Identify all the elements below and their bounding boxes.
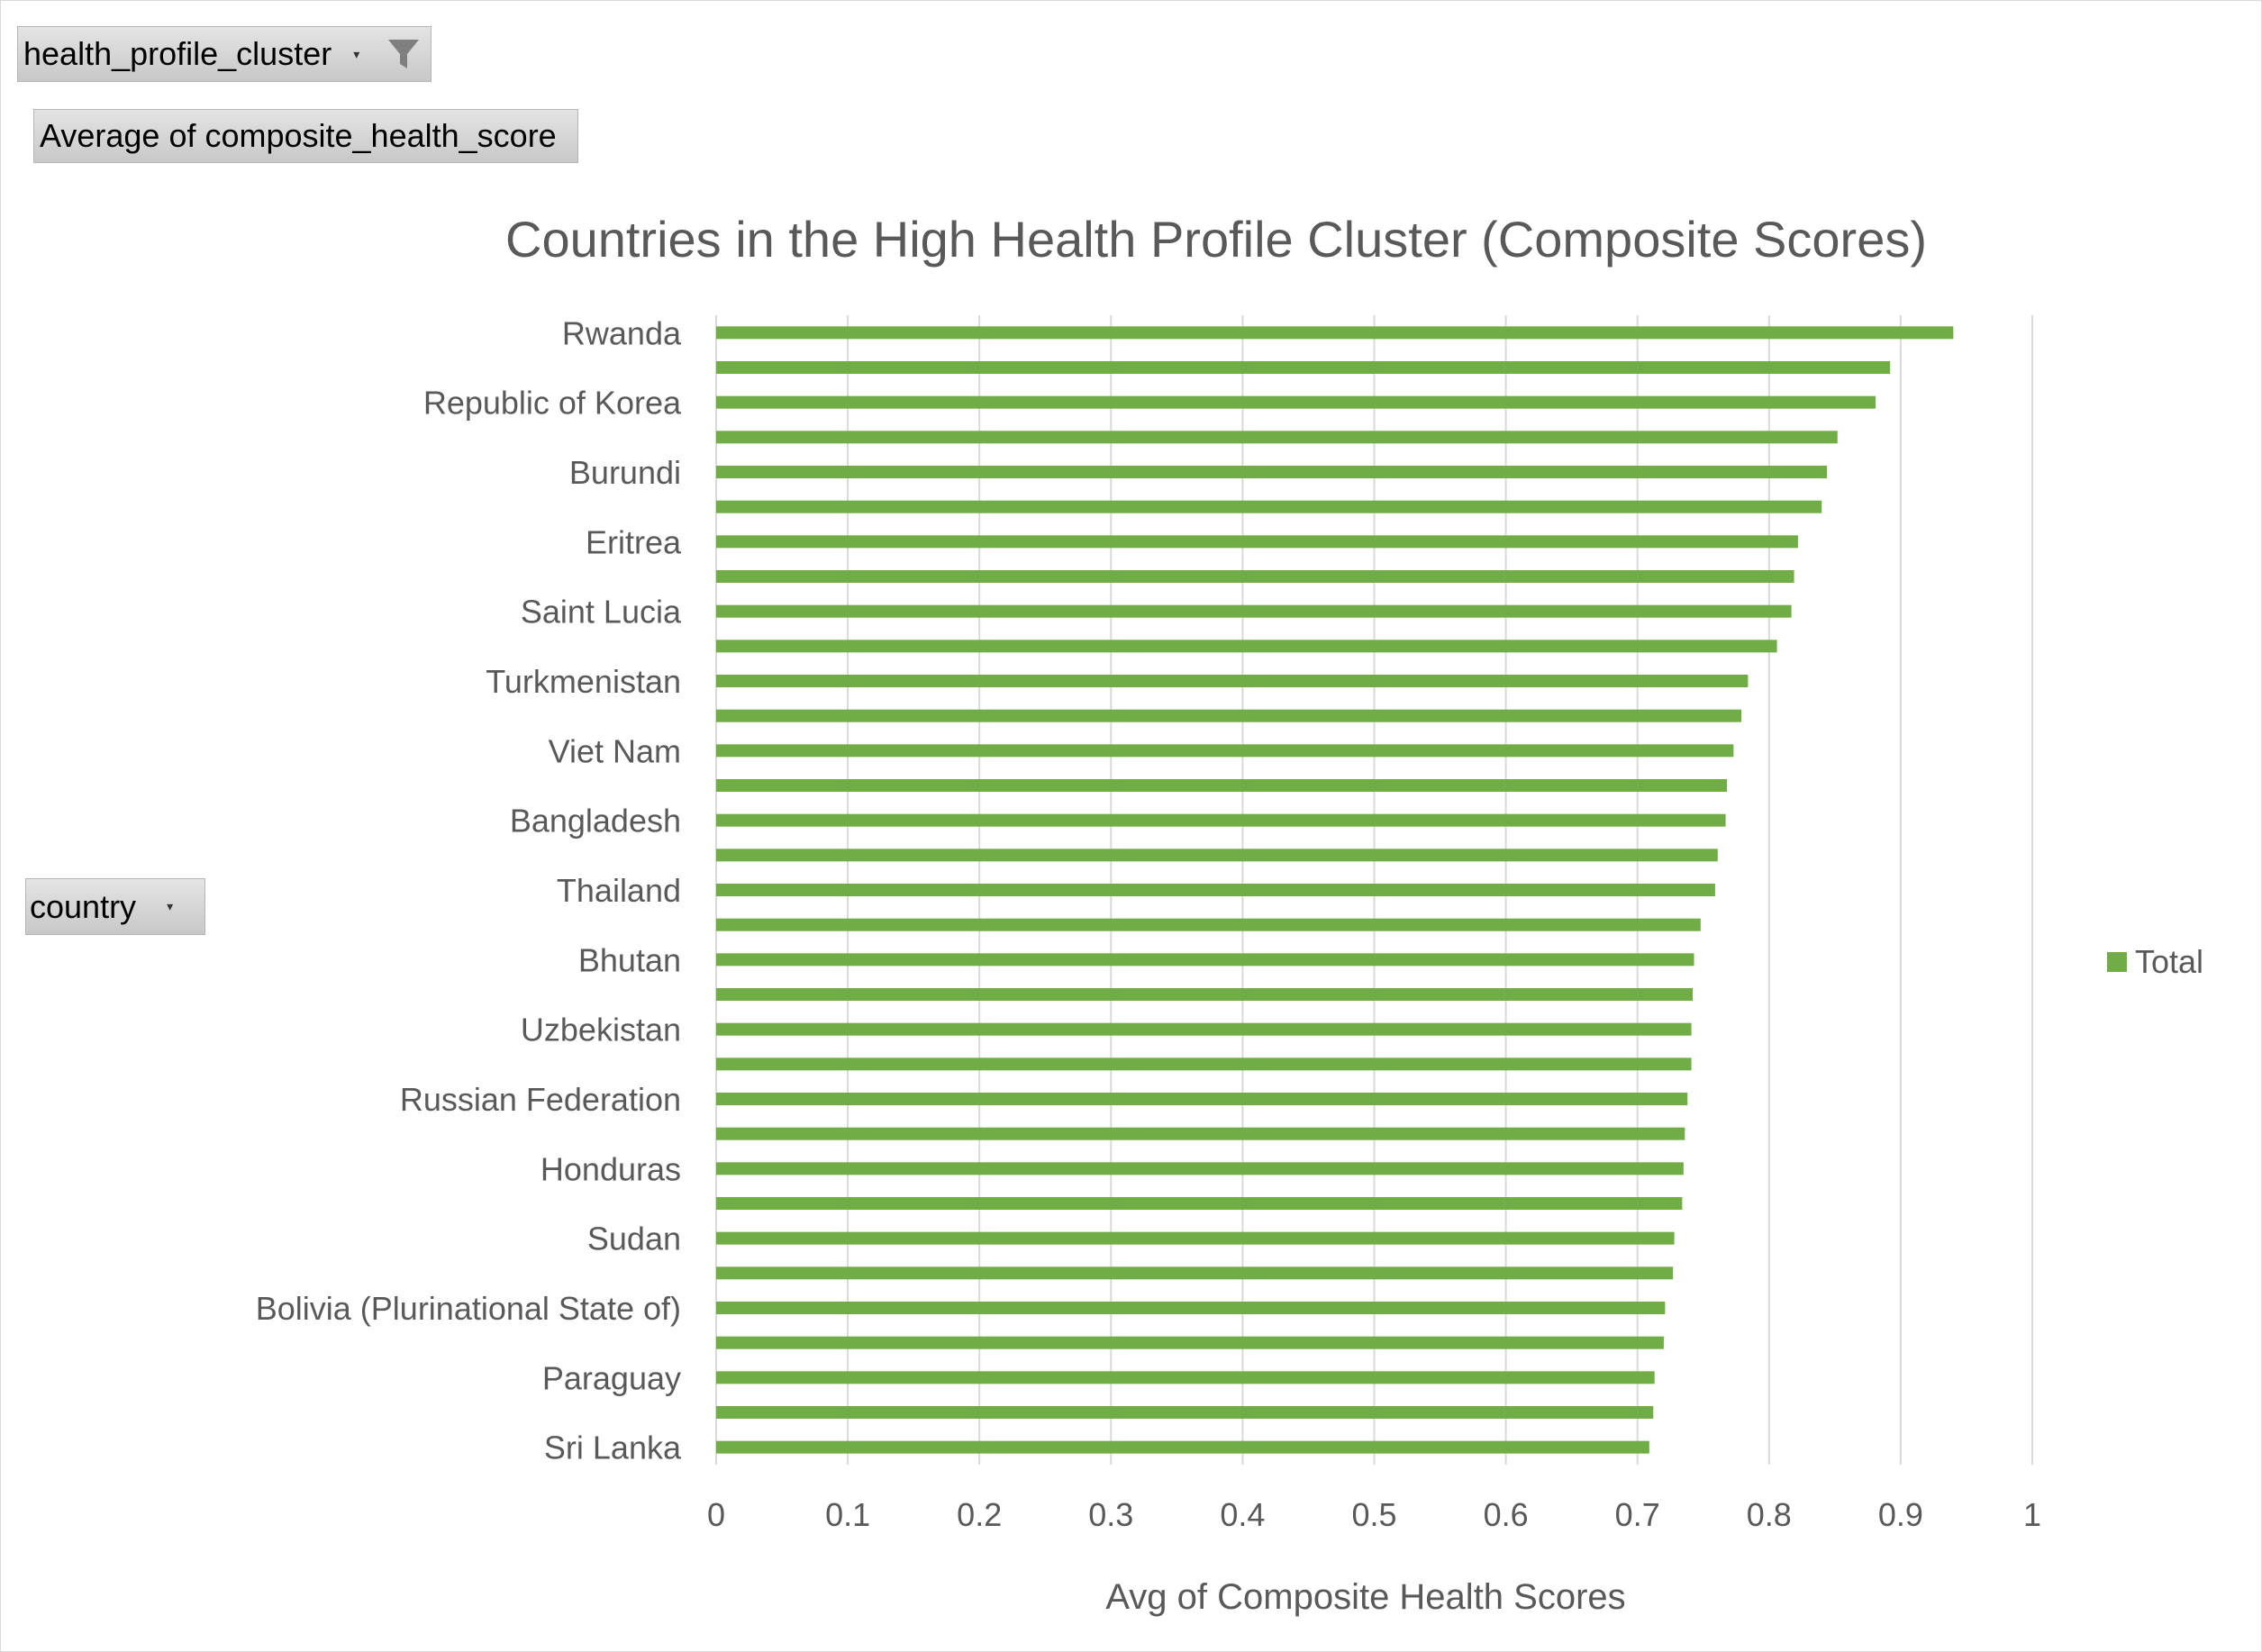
bar (716, 884, 1715, 896)
bar (716, 1093, 1688, 1105)
x-tick-label: 0.3 (1088, 1496, 1133, 1533)
x-tick-label: 1 (2023, 1496, 2041, 1533)
bar (716, 326, 1954, 340)
filter-funnel-icon[interactable] (386, 36, 422, 72)
category-label: Saint Lucia (521, 594, 682, 631)
bar (716, 466, 1828, 478)
bar (716, 1162, 1684, 1175)
bar (716, 1231, 1675, 1245)
category-label: Sudan (587, 1221, 681, 1257)
bar (716, 640, 1777, 653)
axis-field-label: country (30, 887, 137, 925)
bar (716, 813, 1726, 827)
x-tick-label: 0.2 (957, 1496, 1002, 1533)
chevron-down-icon[interactable]: ▾ (167, 899, 174, 913)
filter-field-button[interactable]: health_profile_cluster ▾ (17, 26, 432, 82)
bar (716, 395, 1876, 409)
x-axis-label: Avg of Composite Health Scores (1105, 1577, 1625, 1617)
bar (716, 500, 1822, 513)
category-label: Bangladesh (510, 803, 681, 840)
bar (716, 1371, 1655, 1384)
bar (716, 1440, 1649, 1454)
x-tick-label: 0.8 (1747, 1496, 1792, 1533)
bar (716, 1022, 1692, 1036)
bar (716, 1266, 1674, 1280)
bar (716, 675, 1749, 687)
chart-title: Countries in the High Health Profile Clu… (505, 211, 1927, 268)
bar (716, 709, 1742, 722)
bar (716, 431, 1838, 444)
filter-field-label: health_profile_cluster (23, 35, 332, 72)
bar (716, 918, 1701, 931)
category-label: Republic of Korea (423, 385, 682, 422)
category-label: Eritrea (586, 523, 682, 560)
x-tick-label: 0.4 (1220, 1496, 1265, 1533)
value-field-label: Average of composite_health_score (40, 117, 557, 154)
value-field-button[interactable]: Average of composite_health_score (33, 109, 578, 163)
bar (716, 1336, 1664, 1349)
axis-field-button[interactable]: country ▾ (25, 878, 205, 935)
category-label: Turkmenistan (486, 663, 681, 700)
bar (716, 570, 1794, 583)
legend-swatch (2107, 952, 2127, 972)
bar (716, 535, 1798, 549)
bar (716, 1302, 1666, 1314)
category-label: Paraguay (542, 1359, 681, 1396)
category-label: Viet Nam (549, 732, 681, 769)
bar (716, 604, 1792, 618)
bar (716, 953, 1694, 967)
bar (716, 744, 1734, 758)
x-tick-label: 0 (707, 1496, 725, 1533)
bar (716, 988, 1694, 1001)
bar (716, 1057, 1692, 1071)
bar (716, 1197, 1683, 1210)
category-label: Honduras (541, 1150, 681, 1187)
category-label: Bhutan (578, 941, 681, 978)
chevron-down-icon[interactable]: ▾ (353, 46, 360, 61)
category-label: Sri Lanka (544, 1430, 682, 1466)
category-label: Russian Federation (400, 1081, 681, 1118)
x-tick-label: 0.6 (1484, 1496, 1529, 1533)
bar (716, 849, 1718, 862)
bar (716, 1406, 1654, 1419)
category-label: Rwanda (562, 314, 682, 351)
x-tick-label: 0.5 (1351, 1496, 1396, 1533)
x-tick-label: 0.7 (1615, 1496, 1660, 1533)
category-label: Burundi (569, 454, 681, 491)
bar (716, 1127, 1685, 1140)
bar (716, 779, 1728, 792)
category-label: Thailand (557, 872, 681, 909)
bar (716, 361, 1891, 374)
legend-label: Total (2135, 943, 2203, 980)
x-tick-label: 0.1 (825, 1496, 870, 1533)
x-tick-label: 0.9 (1878, 1496, 1923, 1533)
category-label: Uzbekistan (521, 1012, 681, 1048)
category-label: Bolivia (Plurinational State of) (256, 1290, 681, 1327)
